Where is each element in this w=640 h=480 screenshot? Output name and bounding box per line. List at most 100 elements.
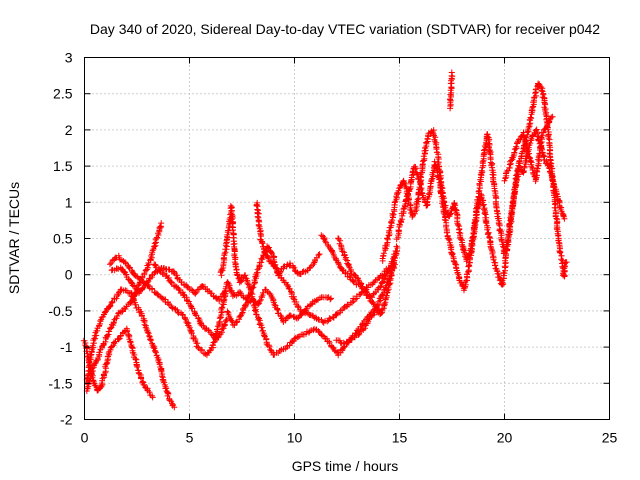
point-marks <box>411 163 421 178</box>
point-marks <box>295 330 309 340</box>
x-tick-label: 0 <box>81 430 89 446</box>
point-marks <box>229 289 242 300</box>
point-marks <box>546 162 556 183</box>
point-marks <box>230 234 240 270</box>
point-marks <box>492 200 503 234</box>
series-trace-f <box>151 261 230 343</box>
point-marks <box>262 286 274 298</box>
point-marks <box>144 329 157 350</box>
point-marks <box>465 236 477 270</box>
point-marks <box>402 186 413 205</box>
y-tick-label: -1.5 <box>48 375 72 391</box>
point-marks <box>431 158 443 183</box>
point-marks <box>549 177 560 197</box>
chart-title: Day 340 of 2020, Sidereal Day-to-day VTE… <box>90 21 600 37</box>
point-marks <box>102 298 116 315</box>
point-marks <box>131 271 146 284</box>
point-marks <box>557 206 568 222</box>
y-tick-label: 1 <box>65 194 73 210</box>
point-marks <box>94 309 109 332</box>
point-marks <box>224 279 237 297</box>
point-marks <box>188 328 201 350</box>
axes: 0 5 10 15 20 25 -2 -1.5 -1 -0.5 0 0.5 1 1.5 2 2.5 3 <box>48 50 617 446</box>
point-marks <box>304 262 315 274</box>
point-marks <box>546 113 556 126</box>
point-marks <box>507 143 520 165</box>
point-marks <box>320 294 334 303</box>
series-trace-b <box>83 286 178 411</box>
data-points <box>80 69 570 411</box>
point-marks <box>381 273 394 293</box>
point-marks <box>207 290 221 302</box>
y-tick-label: 0 <box>65 267 73 283</box>
point-marks <box>324 242 337 258</box>
point-marks <box>199 283 213 295</box>
point-marks <box>476 157 487 191</box>
point-marks <box>490 256 501 277</box>
point-marks <box>115 305 129 317</box>
point-marks <box>375 287 388 308</box>
point-marks <box>398 201 409 219</box>
point-marks <box>258 322 270 346</box>
point-marks <box>538 87 550 118</box>
point-marks <box>347 268 359 281</box>
point-marks <box>102 324 115 342</box>
x-tick-label: 15 <box>392 430 408 446</box>
point-marks <box>354 275 366 292</box>
point-marks <box>461 267 472 294</box>
point-marks <box>448 250 460 268</box>
point-marks <box>551 200 563 247</box>
series-trace-j <box>253 199 392 326</box>
point-marks <box>109 313 121 329</box>
point-marks <box>160 271 177 289</box>
point-marks <box>255 286 268 308</box>
point-marks <box>359 312 373 328</box>
point-marks <box>178 279 192 291</box>
y-tick-label: 0.5 <box>53 231 73 247</box>
point-marks <box>381 284 392 307</box>
point-marks <box>469 208 480 241</box>
point-marks <box>321 333 335 350</box>
series-trace-h <box>224 243 323 303</box>
point-marks <box>88 327 101 358</box>
point-marks <box>421 132 432 154</box>
series-trace-r <box>560 259 570 279</box>
point-marks <box>482 214 494 244</box>
point-marks <box>117 264 134 284</box>
point-marks <box>520 129 533 161</box>
point-marks <box>268 293 281 313</box>
series-trace-e <box>108 264 229 304</box>
point-marks <box>424 183 434 209</box>
point-marks <box>227 202 237 241</box>
point-marks <box>429 127 440 153</box>
point-marks <box>344 270 356 284</box>
point-marks <box>249 265 262 292</box>
y-tick-label: 3 <box>65 50 73 66</box>
point-marks <box>156 361 167 385</box>
point-marks <box>144 387 156 401</box>
point-marks <box>241 272 253 291</box>
point-marks <box>191 308 204 327</box>
point-marks <box>393 216 405 243</box>
point-marks <box>102 350 113 372</box>
point-marks <box>341 252 354 273</box>
point-marks <box>284 282 297 302</box>
point-marks <box>132 355 142 374</box>
point-marks <box>144 247 156 271</box>
point-marks <box>151 261 166 277</box>
point-marks <box>361 286 373 302</box>
point-marks <box>296 268 309 278</box>
point-marks <box>115 252 129 266</box>
point-marks <box>222 223 233 256</box>
point-marks <box>89 353 103 372</box>
point-marks <box>166 395 178 411</box>
point-marks <box>127 339 138 361</box>
y-tick-label: -0.5 <box>48 303 72 319</box>
point-marks <box>381 262 395 282</box>
point-marks <box>94 384 104 394</box>
point-marks <box>349 323 365 339</box>
x-tick-label: 25 <box>602 430 618 446</box>
point-marks <box>388 261 398 279</box>
y-axis-label: SDTVAR / TECUs <box>6 182 22 294</box>
